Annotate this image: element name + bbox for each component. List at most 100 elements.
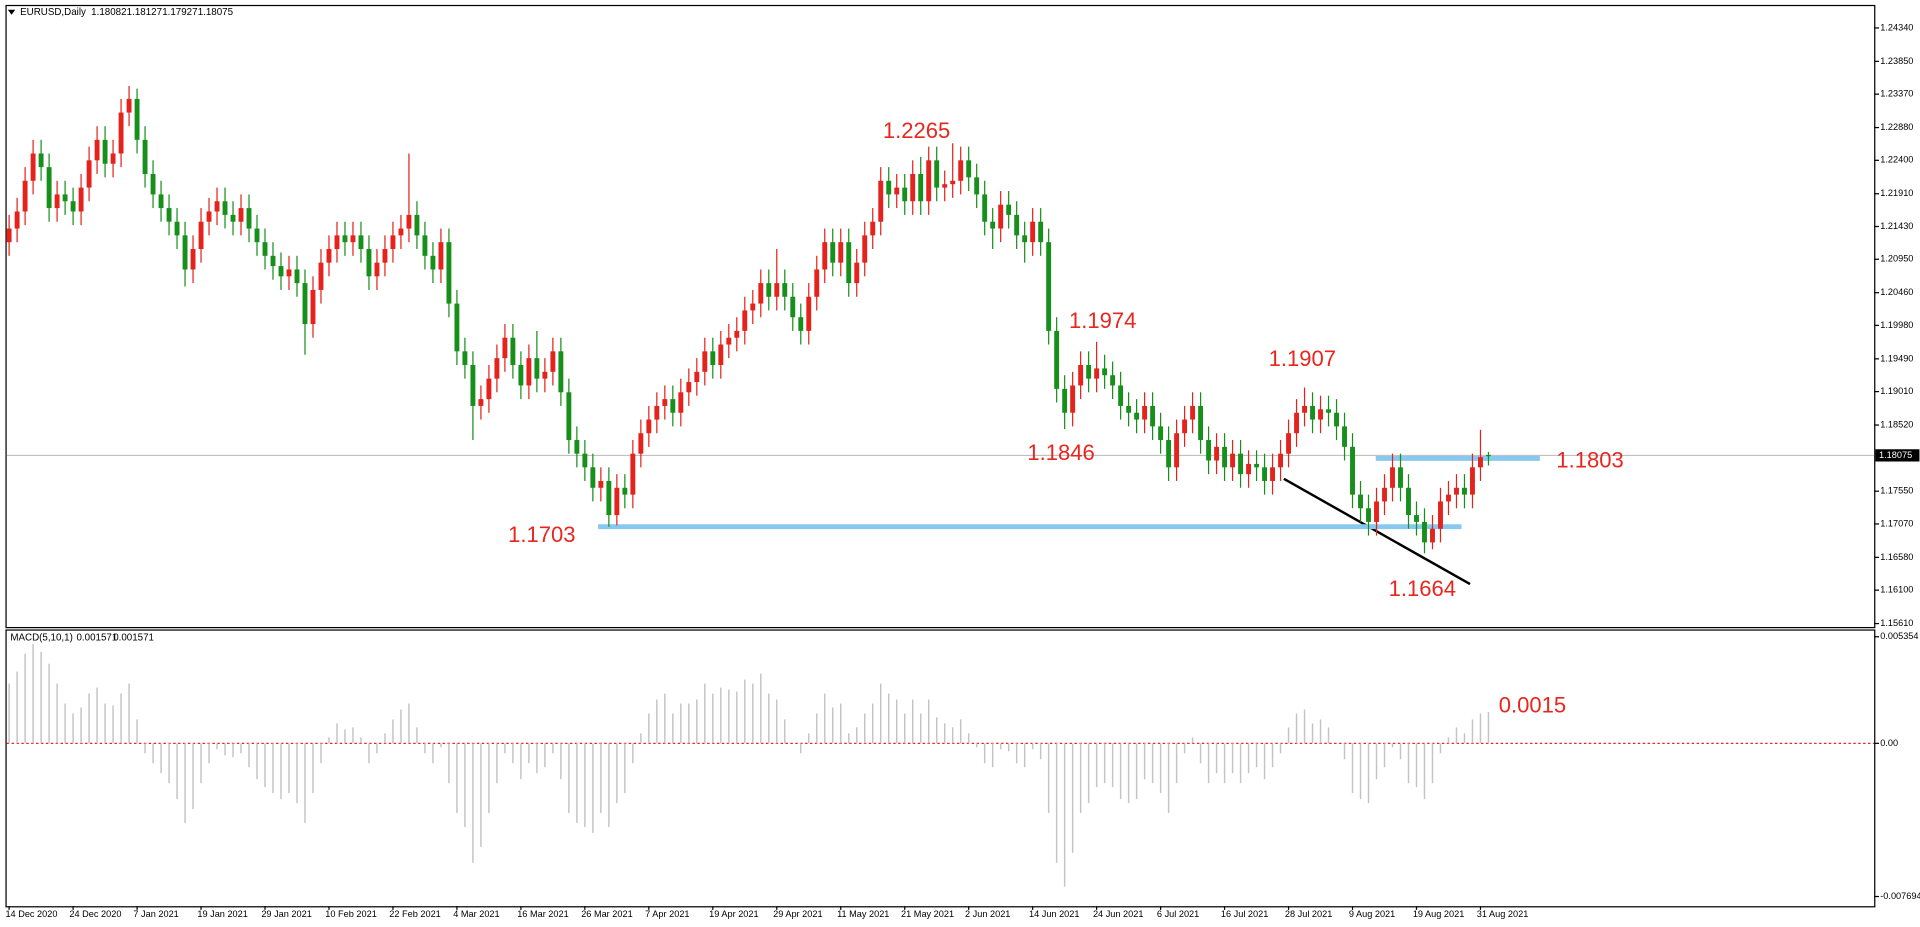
candle-body [1254,463,1260,468]
candle-body [854,262,860,284]
candle-body [638,433,644,454]
candle-body [1014,214,1020,236]
candle-body [966,160,972,178]
header-open: 1.18082 [91,7,126,18]
x-tick-label: 4 Mar 2021 [453,909,499,919]
y-tick-label: 1.23370 [1880,89,1913,99]
macd-title: MACD(5,10,1) [10,633,73,644]
candle-body [838,242,844,263]
candle-body [1286,433,1292,454]
candle-body [814,269,820,297]
x-tick-label: 26 Mar 2021 [581,909,633,919]
annotation: 0.0015 [1499,692,1566,717]
candle-body [902,187,908,202]
x-tick-label: 19 Aug 2021 [1413,909,1465,919]
candle-body [910,173,916,202]
y-tick-label: 1.19490 [1880,353,1913,363]
candle-body [1086,364,1092,379]
y-tick-label: -0.007694 [1880,891,1920,901]
candle-body [990,221,996,229]
candle-body [206,211,212,222]
candle-body [646,419,652,434]
candle-body [406,214,412,229]
candle-body [1038,221,1044,243]
x-tick-label: 14 Dec 2020 [5,909,57,919]
macd-pane [5,629,1876,908]
candle-body [190,249,196,270]
candle-body [774,283,780,297]
macd-signal: 0.001571 [113,633,154,644]
candle-body [718,344,724,365]
candle-body [1470,467,1475,495]
y-tick-label: 1.18520 [1880,419,1913,429]
candle-body [1182,419,1188,434]
candle-body [1366,508,1371,522]
candle-body [926,160,932,202]
candle-body [606,480,612,516]
candle-body [670,399,676,413]
candle-body [262,242,268,256]
candle-body [438,242,444,270]
candle-body [278,266,284,277]
candle-body [598,480,604,488]
candle-body [1102,368,1108,376]
candle-body [102,139,108,164]
candle-body [526,358,532,386]
candle-body [62,194,68,202]
candle-body [94,139,100,161]
candle-body [110,153,116,164]
candle-body [222,201,228,215]
price-tag [1875,449,1920,462]
candle-body [1006,204,1012,215]
candle-body [1206,440,1212,461]
candle-body [1478,457,1483,468]
candle-body [1158,426,1164,441]
candle-body [1422,521,1427,543]
candle-body [886,180,892,195]
candle-body [1030,221,1036,243]
x-tick-label: 16 Mar 2021 [517,909,569,919]
header-close: 1.18075 [198,7,234,18]
candle-body [1222,446,1228,468]
candle-body [934,160,940,188]
candle-body [1310,405,1315,420]
header-low: 1.17927 [162,7,197,18]
candle-body [1454,487,1459,495]
x-tick-label: 10 Feb 2021 [325,909,377,919]
candle-body [1214,446,1220,461]
candle-body [1446,494,1451,502]
annotation: 1.1974 [1069,308,1136,333]
candle-body [1198,405,1204,441]
candle-body [390,235,396,250]
x-tick-label: 6 Jul 2021 [1157,909,1199,919]
candle-body [678,392,684,413]
menu-arrow[interactable] [7,9,16,15]
candle-body [862,235,868,263]
candle-body [894,187,900,195]
x-tick-label: 16 Jul 2021 [1221,909,1268,919]
x-tick-label: 19 Jan 2021 [197,909,248,919]
candle-body [766,283,772,297]
x-tick-label: 11 May 2021 [837,909,889,919]
y-tick-label: 1.24340 [1880,22,1913,32]
candle-body [950,180,956,185]
candle-body [414,214,420,236]
candle-body [478,399,484,406]
candle-body [870,221,876,236]
candle-body [1262,467,1268,481]
y-tick-label: 1.22880 [1880,122,1913,132]
annotation: 1.1846 [1027,440,1094,465]
candle-body [878,180,884,222]
candle-body [1110,375,1116,386]
x-tick-label: 2 Jun 2021 [965,909,1010,919]
candle-body [686,382,692,393]
candle-body [694,371,700,383]
candle-body [630,453,636,495]
candle-body [454,303,460,352]
candle-body [822,242,828,270]
candle-body [958,160,964,181]
y-tick-label: 1.21430 [1880,221,1913,231]
candle-body [198,221,204,250]
x-tick-label: 7 Apr 2021 [645,909,689,919]
candle-body [358,235,364,250]
